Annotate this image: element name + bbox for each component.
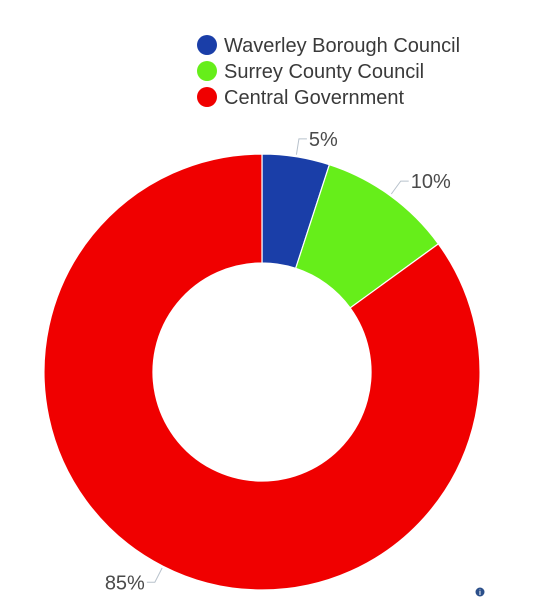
leader-line-waverley-borough-council	[295, 138, 307, 155]
slice-central-government[interactable]	[43, 153, 481, 591]
legend-marker-waverley-borough-council	[197, 35, 217, 55]
legend-marker-surrey-county-council	[197, 61, 217, 81]
chart-slices	[43, 153, 481, 591]
data-labels: 5% 10% 85%	[105, 129, 451, 594]
label-leader-lines	[146, 138, 409, 583]
leader-line-surrey-county-council	[390, 180, 409, 195]
leader-line-central-government	[146, 567, 163, 583]
data-label-central-government: 85%	[105, 572, 145, 594]
data-label-waverley-borough-council: 5%	[309, 129, 338, 151]
legend-marker-central-government	[197, 87, 217, 107]
legend-label-waverley-borough-council[interactable]: Waverley Borough Council	[224, 35, 460, 57]
info-icon[interactable]: i	[475, 587, 485, 597]
legend-label-surrey-county-council[interactable]: Surrey County Council	[224, 61, 424, 83]
svg-text:i: i	[479, 590, 481, 597]
data-label-surrey-county-council: 10%	[411, 171, 451, 193]
legend: Waverley Borough Council Surrey County Co…	[197, 35, 460, 109]
legend-label-central-government[interactable]: Central Government	[224, 87, 405, 109]
